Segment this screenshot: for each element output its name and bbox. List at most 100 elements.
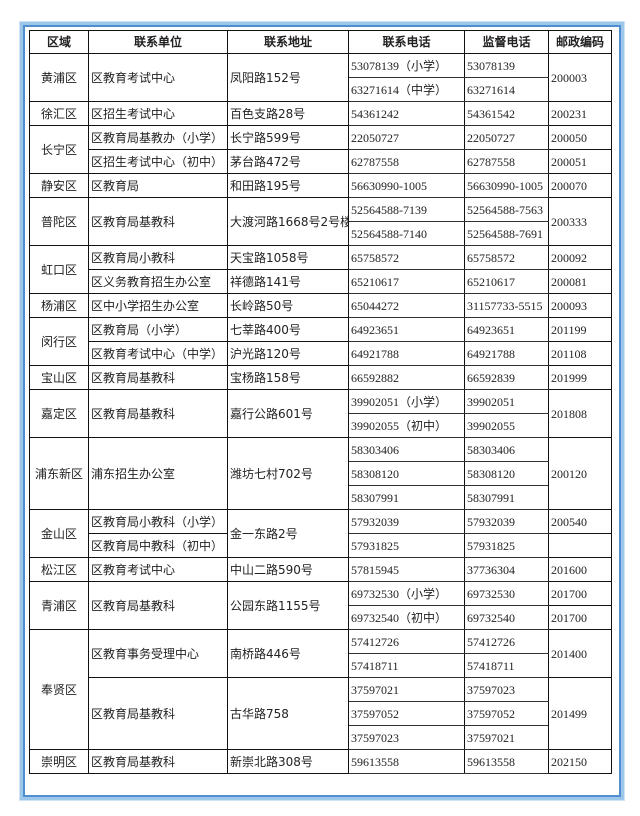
unit-cell: 区教育局基教科: [88, 677, 228, 750]
district-cell: 闵行区: [29, 317, 89, 366]
address-cell: 长宁路599号: [227, 125, 349, 150]
table-row: 金山区 区教育局小教科（小学） 金一东路2号 57932039 57932039 2005…: [29, 509, 612, 558]
phone-cell: 53078139（小学）: [348, 53, 465, 78]
phone-cell: 59613558: [348, 749, 465, 774]
contact-table: 区域 联系单位 联系地址 联系电话 监督电话 邮政编码 黄浦区 区教育考试中心 凤阳…: [29, 30, 612, 774]
supervision-phone-cell: 53078139: [464, 53, 549, 78]
table-row: 黄浦区 区教育考试中心 凤阳路152号 53078139（小学） 53078139 200…: [29, 53, 612, 102]
supervision-phone-cell: 31157733-5515: [464, 293, 549, 318]
supervision-phone-cell: 22050727: [464, 125, 549, 150]
supervision-phone-cell: 64921788: [464, 341, 549, 366]
header-row: 区域 联系单位 联系地址 联系电话 监督电话 邮政编码: [29, 30, 612, 54]
supervision-phone-cell: 54361542: [464, 101, 549, 126]
phone-cell: 58307991: [348, 485, 465, 510]
phone-cell: 57932039: [348, 509, 465, 534]
address-cell: 大渡河路1668号2号楼: [227, 197, 349, 246]
district-cell: 普陀区: [29, 197, 89, 246]
table-row: 虹口区 区教育局小教科 天宝路1058号 65758572 65758572 200092: [29, 245, 612, 294]
phone-cell: 62787558: [348, 149, 465, 174]
address-cell: 宝杨路158号: [227, 365, 349, 390]
phone-cell: 37597052: [348, 701, 465, 726]
table-row: 杨浦区 区中小学招生办公室 长岭路50号 65044272 31157733-5515 2…: [29, 293, 612, 318]
address-cell: 天宝路1058号: [227, 245, 349, 270]
supervision-phone-cell: 57931825: [464, 533, 549, 558]
phone-cell: 63271614（中学）: [348, 77, 465, 102]
address-cell: 公园东路1155号: [227, 581, 349, 630]
unit-cell: 区教育考试中心: [88, 53, 228, 102]
table-row: 57418711 57418711: [30, 653, 612, 678]
postcode-cell: 201700: [548, 605, 612, 630]
header-phone: 联系电话: [348, 30, 465, 54]
supervision-phone-cell: 39902055: [464, 413, 549, 438]
supervision-phone-cell: 58307991: [464, 485, 549, 510]
supervision-phone-cell: 69732540: [464, 605, 549, 630]
table-row: 闵行区 区教育局（小学） 七莘路400号 64923651 64923651 201199: [29, 317, 612, 366]
district-cell: 松江区: [29, 557, 89, 582]
supervision-phone-cell: 57932039: [464, 509, 549, 534]
supervision-phone-cell: 59613558: [464, 749, 549, 774]
table-row: 奉贤区 区教育事务受理中心 南桥路446号 57412726 57412726 20140…: [29, 629, 612, 750]
phone-cell: 54361242: [348, 101, 465, 126]
district-cell: 徐汇区: [29, 101, 89, 126]
phone-cell: 56630990-1005: [348, 173, 465, 198]
table-row: 青浦区 区教育局基教科 公园东路1155号 69732530（小学） 69732530 2…: [29, 581, 612, 630]
postcode-cell: 200120: [548, 437, 612, 510]
supervision-phone-cell: 57418711: [464, 653, 549, 678]
phone-cell: 69732540（初中）: [348, 605, 465, 630]
phone-cell: 58303406: [348, 437, 465, 462]
postcode-cell: 200070: [548, 173, 612, 198]
address-cell: 潍坊七村702号: [227, 437, 349, 510]
address-cell: 沪光路120号: [227, 341, 349, 366]
supervision-phone-cell: 37597052: [464, 701, 549, 726]
supervision-phone-cell: 37597021: [464, 725, 549, 750]
unit-cell: 浦东招生办公室: [88, 437, 228, 510]
table-row: 宝山区 区教育局基教科 宝杨路158号 66592882 66592839 201999: [29, 365, 612, 390]
supervision-phone-cell: 63271614: [464, 77, 549, 102]
supervision-phone-cell: 64923651: [464, 317, 549, 342]
postcode-cell: 200093: [548, 293, 612, 318]
table-body: 黄浦区 区教育考试中心 凤阳路152号 53078139（小学） 53078139 200…: [29, 53, 612, 774]
unit-cell: 区教育局小教科: [88, 245, 228, 270]
unit-cell: 区教育局基教科: [88, 197, 228, 246]
address-cell: 新崇北路308号: [227, 749, 349, 774]
phone-cell: 39902055（初中）: [348, 413, 465, 438]
address-cell: 嘉行公路601号: [227, 389, 349, 438]
table-row: 区教育局基教科 古华路758 37597021 37597023 201499: [30, 677, 612, 750]
postcode-cell: 200051: [548, 149, 612, 174]
postcode-cell: 200333: [548, 197, 612, 246]
postcode-cell: 202150: [548, 749, 612, 774]
address-cell: 祥德路141号: [227, 269, 349, 294]
table-row: 崇明区 区教育局基教科 新崇北路308号 59613558 59613558 202150: [29, 749, 612, 774]
supervision-phone-cell: 65210617: [464, 269, 549, 294]
unit-cell: 区教育考试中心: [88, 557, 228, 582]
address-cell: 中山二路590号: [227, 557, 349, 582]
supervision-phone-cell: 58308120: [464, 461, 549, 486]
phone-cell: 69732530（小学）: [348, 581, 465, 606]
supervision-phone-cell: 57412726: [464, 629, 549, 654]
supervision-phone-cell: 52564588-7691: [464, 221, 549, 246]
district-cell: 宝山区: [29, 365, 89, 390]
district-cell: 长宁区: [29, 125, 89, 174]
address-cell: 凤阳路152号: [227, 53, 349, 102]
table-row: 区义务教育招生办公室 祥德路141号 65210617 65210617 200081: [30, 269, 612, 294]
header-postcode: 邮政编码: [548, 30, 612, 54]
postcode-cell: 201808: [548, 389, 612, 438]
address-cell: 和田路195号: [227, 173, 349, 198]
address-cell: 长岭路50号: [227, 293, 349, 318]
address-cell: 古华路758: [227, 677, 349, 750]
unit-cell: 区教育局基教科: [88, 749, 228, 774]
phone-cell: 37597021: [348, 677, 465, 702]
phone-cell: 64923651: [348, 317, 465, 342]
supervision-phone-cell: 56630990-1005: [464, 173, 549, 198]
district-cell: 崇明区: [29, 749, 89, 774]
supervision-phone-cell: 65758572: [464, 245, 549, 270]
postcode-cell: 200092: [548, 245, 612, 270]
postcode-cell: 201499: [548, 677, 612, 750]
phone-cell: 64921788: [348, 341, 465, 366]
postcode-cell: 201108: [548, 341, 612, 366]
postcode-cell: [548, 533, 612, 558]
phone-cell: 65210617: [348, 269, 465, 294]
unit-cell: 区教育局基教科: [88, 389, 228, 438]
supervision-phone-cell: 62787558: [464, 149, 549, 174]
postcode-cell: 200050: [548, 125, 612, 150]
